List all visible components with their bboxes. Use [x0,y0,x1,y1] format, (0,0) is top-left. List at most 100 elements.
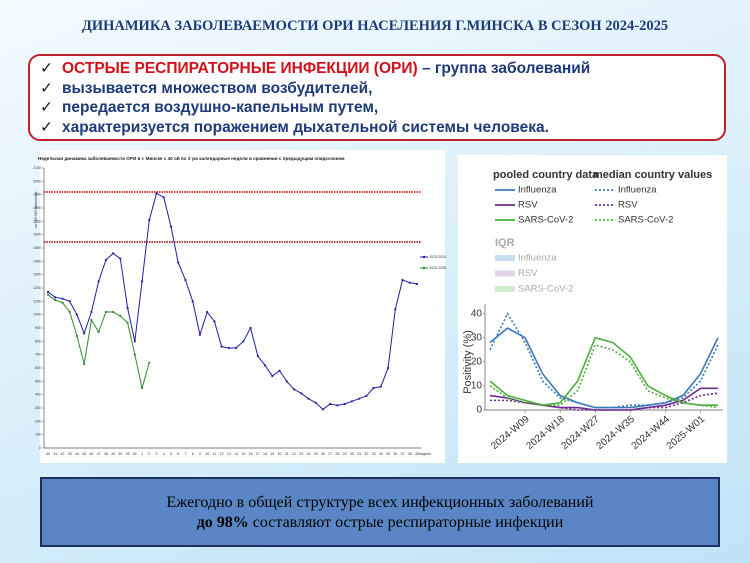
x-tick-label: 5 [170,452,172,456]
point [213,320,216,323]
y-tick-label: 1100 [33,299,41,303]
slide-title: ДИНАМИКА ЗАБОЛЕВАЕМОСТИ ОРИ НАСЕЛЕНИЯ Г.… [81,18,669,34]
point [336,404,339,407]
y-axis-label: Positivity (%) [462,330,474,394]
x-tick-label: 34 [379,452,383,456]
point [68,310,71,314]
chart-title: Недельная динамика заболеваемости ОРИ в … [38,155,345,161]
y-tick-label: 1600 [33,233,41,237]
y-tick-label: 900 [35,326,41,330]
point [198,333,202,336]
y-tick-label: 2100 [33,166,41,170]
bullet-highlight: ОСТРЫЕ РЕСПИРАТОРНЫЕ ИНФЕКЦИИ (ОРИ) [62,60,418,77]
point [104,258,107,262]
legend-label: RSV [618,200,638,211]
point [329,402,332,406]
x-tick-label: 11 [213,452,217,456]
bullet-box: ✓ ОСТРЫЕ РЕСПИРАТОРНЫЕ ИНФЕКЦИИ (ОРИ) – г… [28,54,726,141]
point [46,290,50,294]
legend-label: Influenza [618,185,657,196]
point [271,374,274,378]
point [54,296,57,299]
point [97,330,100,334]
point [235,346,238,350]
point [54,298,57,302]
y-tick-label: 40 [471,308,483,319]
footer-text: Ежегодно в общей структуре всех инфекцио… [166,494,594,511]
bullet-text: вызывается множеством возбудителей, [62,79,373,97]
point [365,394,368,398]
point [119,314,122,318]
x-tick-label: 19 [270,452,274,456]
point [61,301,64,304]
point [155,192,158,195]
legend-group: median country values [593,169,712,181]
x-tick-label: 3 [156,452,158,456]
x-tick-label: 29 [343,452,347,456]
x-tick-label: 18 [263,452,267,456]
point [112,252,115,255]
x-tick-label: 37 [401,452,405,456]
point [386,366,390,370]
point [97,280,100,283]
point [379,385,382,388]
legend-marker [422,255,426,259]
bullet: ✓ вызывается множеством возбудителей, [40,79,373,97]
x-tick-label: 51 [126,452,130,456]
point [307,397,310,400]
x-tick-label: 9 [199,452,201,456]
x-tick-label: 47 [97,452,101,456]
legend-label: RSV [518,200,538,211]
point [358,397,361,400]
point [278,369,281,372]
point [300,392,303,395]
legend-label: SARS-CoV-2 [518,215,573,226]
point [227,346,230,350]
iqr-swatch [495,270,515,277]
x-tick-label: 24 [306,452,310,456]
point [206,310,209,314]
y-tick-label: 300 [35,406,41,410]
point [68,300,71,303]
y-axis-label: на 100 000 населения [34,192,38,229]
point [46,293,50,296]
point [292,388,296,391]
x-tick-label: 4 [163,452,165,456]
point [372,386,375,390]
point [148,361,151,364]
x-tick-label: 6 [177,452,179,456]
y-tick-label: 10 [471,381,483,392]
y-tick-label: 800 [35,339,41,343]
legend-label: 2024-2025 [429,266,446,270]
x-tick-label: 45 [82,452,86,456]
left-panel [40,150,445,463]
bullet-text: характеризуется поражением дыхательной с… [62,118,549,136]
point [408,281,411,284]
point [83,332,86,335]
point [119,257,122,260]
x-tick-label: 43 [68,452,72,456]
x-tick-label: 35 [386,452,390,456]
footer-bold: до 98% [196,514,249,531]
point [126,321,129,324]
point [321,408,325,411]
x-tick-label: 39 [415,452,419,456]
point [112,310,115,314]
point [140,386,144,390]
iqr-label: RSV [518,268,538,279]
point [256,354,259,358]
y-tick-label: 1800 [33,206,41,210]
x-tick-label: 14 [234,452,238,456]
legend-label: 2023-2024 [429,255,446,259]
footer-box: Ежегодно в общей структуре всех инфекцио… [40,477,720,547]
x-tick-label: 7 [184,452,186,456]
legend-group: pooled country data [493,169,599,181]
x-tick-label: 17 [256,452,260,456]
x-tick-label: 38 [408,452,412,456]
point [83,362,86,366]
point [177,261,180,264]
y-tick-label: 1200 [33,286,41,290]
footer-text: составляют острые респираторные инфекции [248,514,564,531]
